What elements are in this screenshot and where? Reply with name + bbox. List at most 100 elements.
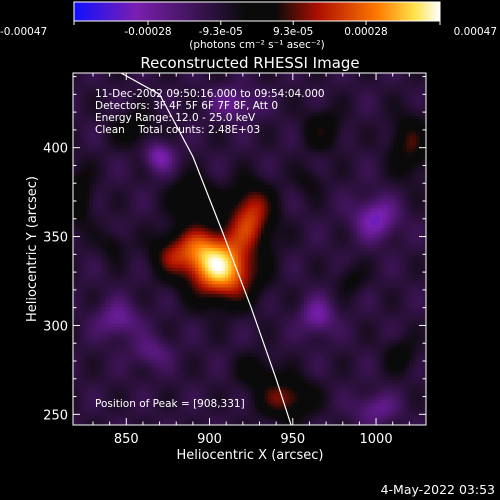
heatmap-cell <box>419 115 424 120</box>
heatmap-cell <box>205 172 209 176</box>
heatmap-cell <box>261 155 265 160</box>
heatmap-cell <box>96 158 100 163</box>
heatmap-cell <box>333 109 338 113</box>
heatmap-cell <box>363 99 368 104</box>
heatmap-cell <box>251 205 255 209</box>
heatmap-cell <box>195 82 199 87</box>
heatmap-cell <box>261 165 265 170</box>
heatmap-cell <box>172 205 176 209</box>
heatmap-cell <box>307 89 311 94</box>
heatmap-cell <box>340 102 344 107</box>
heatmap-cell <box>82 73 87 77</box>
heatmap-cell <box>297 168 302 173</box>
heatmap-cell <box>89 205 94 209</box>
heatmap-cell <box>317 142 321 146</box>
heatmap-cell <box>148 218 153 222</box>
heatmap-cell <box>188 158 193 163</box>
heatmap-cell <box>376 76 381 80</box>
heatmap-cell <box>353 125 358 130</box>
heatmap-cell <box>294 188 298 193</box>
heatmap-cell <box>139 112 143 117</box>
heatmap-cell <box>287 221 292 226</box>
heatmap-cell <box>148 155 153 160</box>
heatmap-cell <box>185 188 189 193</box>
heatmap-cell <box>294 86 298 90</box>
heatmap-cell <box>241 145 245 150</box>
heatmap-cell <box>267 165 272 170</box>
heatmap-cell <box>175 181 179 186</box>
heatmap-cell <box>224 79 229 84</box>
heatmap-cell <box>251 195 255 199</box>
heatmap-cell <box>168 188 173 193</box>
heatmap-cell <box>241 102 245 107</box>
heatmap-cell <box>409 155 414 160</box>
heatmap-cell <box>172 201 176 206</box>
heatmap-cell <box>373 106 377 110</box>
heatmap-cell <box>320 208 325 212</box>
heatmap-cell <box>257 92 262 97</box>
heatmap-cell <box>92 73 97 77</box>
heatmap-cell <box>363 158 368 163</box>
heatmap-cell <box>241 76 245 80</box>
heatmap-cell <box>356 218 361 222</box>
heatmap-cell <box>244 175 249 179</box>
heatmap-cell <box>129 181 133 186</box>
heatmap-cell <box>102 73 107 77</box>
heatmap-cell <box>205 145 209 150</box>
heatmap-cell <box>175 175 179 179</box>
heatmap-cell <box>356 198 361 203</box>
heatmap-cell <box>122 185 127 189</box>
heatmap-cell <box>383 132 387 137</box>
heatmap-cell <box>162 162 166 166</box>
heatmap-cell <box>416 148 420 153</box>
heatmap-cell <box>406 152 410 156</box>
heatmap-cell <box>73 125 77 130</box>
heatmap-cell <box>343 132 348 137</box>
heatmap-cell <box>247 125 252 130</box>
heatmap-cell <box>125 155 130 160</box>
heatmap-cell <box>350 181 354 186</box>
heatmap-cell <box>165 86 170 90</box>
heatmap-cell <box>304 106 308 110</box>
heatmap-cell <box>112 112 117 117</box>
heatmap-cell <box>181 106 186 110</box>
heatmap-cell <box>109 148 113 153</box>
heatmap-cell <box>264 76 269 80</box>
heatmap-cell <box>320 221 325 226</box>
heatmap-cell <box>383 139 387 143</box>
heatmap-cell <box>175 76 179 80</box>
heatmap-cell <box>89 142 94 146</box>
heatmap-cell <box>393 125 397 130</box>
heatmap-cell <box>214 99 219 104</box>
heatmap-cell <box>175 218 179 222</box>
heatmap-cell <box>142 155 146 160</box>
heatmap-cell <box>343 112 348 117</box>
heatmap-cell <box>162 198 166 203</box>
heatmap-cell <box>158 145 163 150</box>
heatmap-cell <box>119 185 123 189</box>
heatmap-cell <box>73 142 77 146</box>
heatmap-cell <box>92 125 97 130</box>
heatmap-cell <box>76 96 80 100</box>
heatmap-cell <box>409 92 414 97</box>
heatmap-cell <box>346 96 351 100</box>
heatmap-cell <box>310 158 315 163</box>
heatmap-cell <box>185 211 189 216</box>
heatmap-cell <box>304 208 308 212</box>
heatmap-cell <box>317 148 321 153</box>
heatmap-cell <box>86 145 90 150</box>
heatmap-cell <box>412 195 417 199</box>
heatmap-cell <box>86 82 90 87</box>
heatmap-cell <box>290 198 295 203</box>
heatmap-cell <box>416 172 420 176</box>
heatmap-cell <box>181 198 186 203</box>
heatmap-cell <box>356 115 361 120</box>
heatmap-cell <box>366 96 371 100</box>
heatmap-cell <box>244 152 249 156</box>
heatmap-cell <box>264 139 269 143</box>
heatmap-cell <box>284 135 288 140</box>
heatmap-cell <box>211 198 216 203</box>
heatmap-cell <box>148 89 153 94</box>
heatmap-cell <box>379 142 384 146</box>
